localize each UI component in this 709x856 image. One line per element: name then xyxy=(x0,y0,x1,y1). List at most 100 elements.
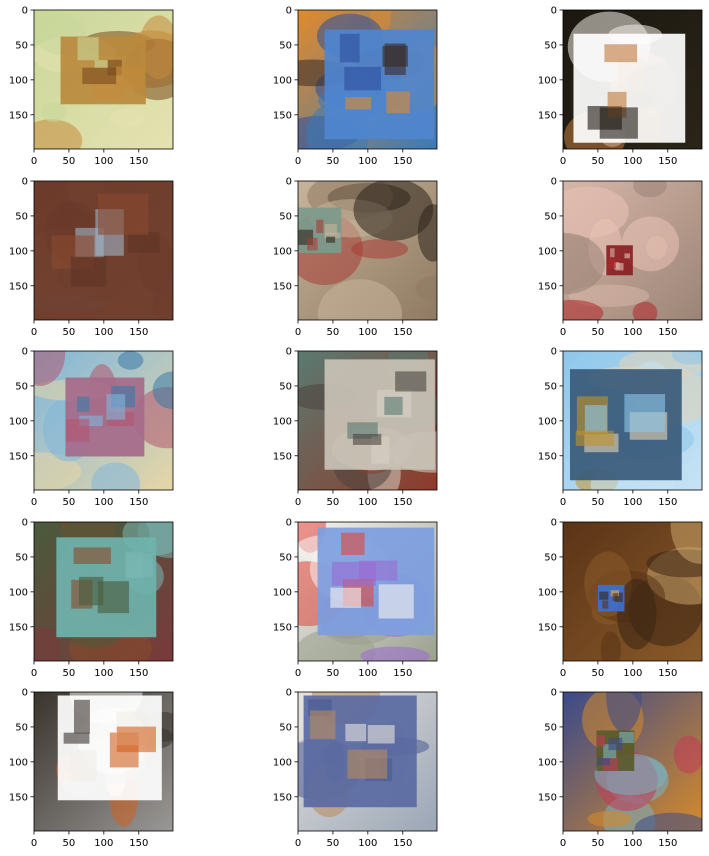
paint-blob xyxy=(633,181,667,198)
paint-blob xyxy=(632,301,658,320)
panel-old-man-scene: 0 50 100 150 0 50 100 150 xyxy=(538,518,703,679)
x-tick-label: 150 xyxy=(393,156,412,167)
x-tick-label: 50 xyxy=(63,668,76,679)
paint-blob xyxy=(298,628,376,661)
patch-detail xyxy=(386,91,410,114)
paint-blob xyxy=(673,735,702,774)
patch-detail xyxy=(115,66,145,89)
panel-fantasy-ocean: 0 50 100 150 0 50 100 150 xyxy=(538,688,703,849)
paint-blob xyxy=(34,119,83,149)
patch-detail xyxy=(73,547,111,564)
panel-pink-figure: 0 50 100 150 0 50 100 150 xyxy=(538,177,703,338)
patch-detail xyxy=(310,710,336,740)
patch-detail xyxy=(604,44,638,63)
paint-blob xyxy=(587,810,632,828)
x-tick-label: 100 xyxy=(623,497,642,508)
y-tick-label: 100 xyxy=(9,587,28,598)
panel-image xyxy=(298,181,437,320)
x-tick-label: 150 xyxy=(658,838,677,849)
x-tick-label: 0 xyxy=(31,668,37,679)
x-tick-label: 150 xyxy=(129,838,148,849)
panel-image xyxy=(298,10,437,149)
y-tick-label: 0 xyxy=(286,347,292,358)
y-tick-label: 50 xyxy=(279,381,292,392)
x-tick-label: 150 xyxy=(658,156,677,167)
patch-detail xyxy=(339,33,360,63)
x-tick-label: 150 xyxy=(658,497,677,508)
patch-detail xyxy=(640,105,663,143)
paint-blob xyxy=(152,371,173,410)
y-tick-label: 150 xyxy=(9,281,28,292)
paint-blob xyxy=(34,627,61,661)
paint-blob xyxy=(621,216,680,272)
x-tick-label: 50 xyxy=(327,668,340,679)
y-tick-label: 0 xyxy=(22,347,28,358)
y-tick-label: 0 xyxy=(551,6,557,17)
patch-detail xyxy=(77,396,90,412)
patch-detail xyxy=(608,258,616,269)
y-tick-label: 150 xyxy=(538,110,557,121)
patch-detail xyxy=(384,396,403,415)
y-tick-label: 0 xyxy=(22,518,28,529)
panel-image xyxy=(563,692,702,831)
panel-giraffe: 0 50 100 150 0 50 100 150 xyxy=(9,6,174,167)
y-tick-label: 50 xyxy=(544,40,557,51)
panel-image xyxy=(34,522,173,661)
y-tick-label: 0 xyxy=(286,518,292,529)
y-tick-label: 50 xyxy=(544,552,557,563)
x-tick-label: 150 xyxy=(129,497,148,508)
y-tick-label: 100 xyxy=(273,757,292,768)
patch-detail xyxy=(597,757,610,766)
patch-detail xyxy=(68,750,97,782)
x-tick-label: 50 xyxy=(592,838,605,849)
paint-blob xyxy=(351,239,409,259)
patch-detail xyxy=(344,66,382,91)
patch-detail xyxy=(330,587,362,608)
x-tick-label: 150 xyxy=(658,668,677,679)
patch-detail xyxy=(614,262,620,270)
x-tick-label: 150 xyxy=(658,327,677,338)
y-tick-label: 150 xyxy=(538,622,557,633)
patch-detail xyxy=(619,731,634,743)
patch-detail xyxy=(608,737,623,751)
patch-detail xyxy=(345,97,372,110)
x-tick-label: 150 xyxy=(129,156,148,167)
patch-detail xyxy=(367,725,395,744)
x-tick-label: 100 xyxy=(623,668,642,679)
x-tick-label: 50 xyxy=(327,497,340,508)
patch-detail xyxy=(599,107,638,139)
y-tick-label: 150 xyxy=(9,622,28,633)
patch-detail xyxy=(612,593,618,601)
panel-bird-art: 0 50 100 150 0 50 100 150 xyxy=(9,688,174,849)
panel-image xyxy=(563,522,702,661)
y-tick-label: 100 xyxy=(9,246,28,257)
x-tick-label: 0 xyxy=(31,156,37,167)
y-tick-label: 0 xyxy=(22,6,28,17)
x-tick-label: 100 xyxy=(94,327,113,338)
paint-blob xyxy=(634,812,702,831)
x-tick-label: 100 xyxy=(358,668,377,679)
paint-blob xyxy=(139,15,173,80)
y-tick-label: 0 xyxy=(551,518,557,529)
patch-detail xyxy=(94,60,108,69)
patch-detail xyxy=(106,394,126,420)
panel-blue-figure: 0 50 100 150 0 50 100 150 xyxy=(273,688,438,849)
patch-detail xyxy=(352,433,382,445)
y-tick-label: 150 xyxy=(273,622,292,633)
y-tick-label: 150 xyxy=(9,110,28,121)
x-tick-label: 0 xyxy=(31,327,37,338)
panel-elephant: 0 50 100 150 0 50 100 150 xyxy=(9,518,174,679)
paint-blob xyxy=(415,275,437,302)
x-tick-label: 150 xyxy=(393,668,412,679)
y-tick-label: 100 xyxy=(9,757,28,768)
patch-detail xyxy=(331,561,377,586)
y-tick-label: 50 xyxy=(279,211,292,222)
patch-detail xyxy=(326,236,336,243)
paint-blob xyxy=(91,462,141,490)
y-tick-label: 50 xyxy=(544,381,557,392)
panel-hanging-figures: 0 50 100 150 0 50 100 150 xyxy=(9,177,174,338)
y-tick-label: 100 xyxy=(273,587,292,598)
patch-detail xyxy=(599,591,609,600)
y-tick-label: 100 xyxy=(273,246,292,257)
